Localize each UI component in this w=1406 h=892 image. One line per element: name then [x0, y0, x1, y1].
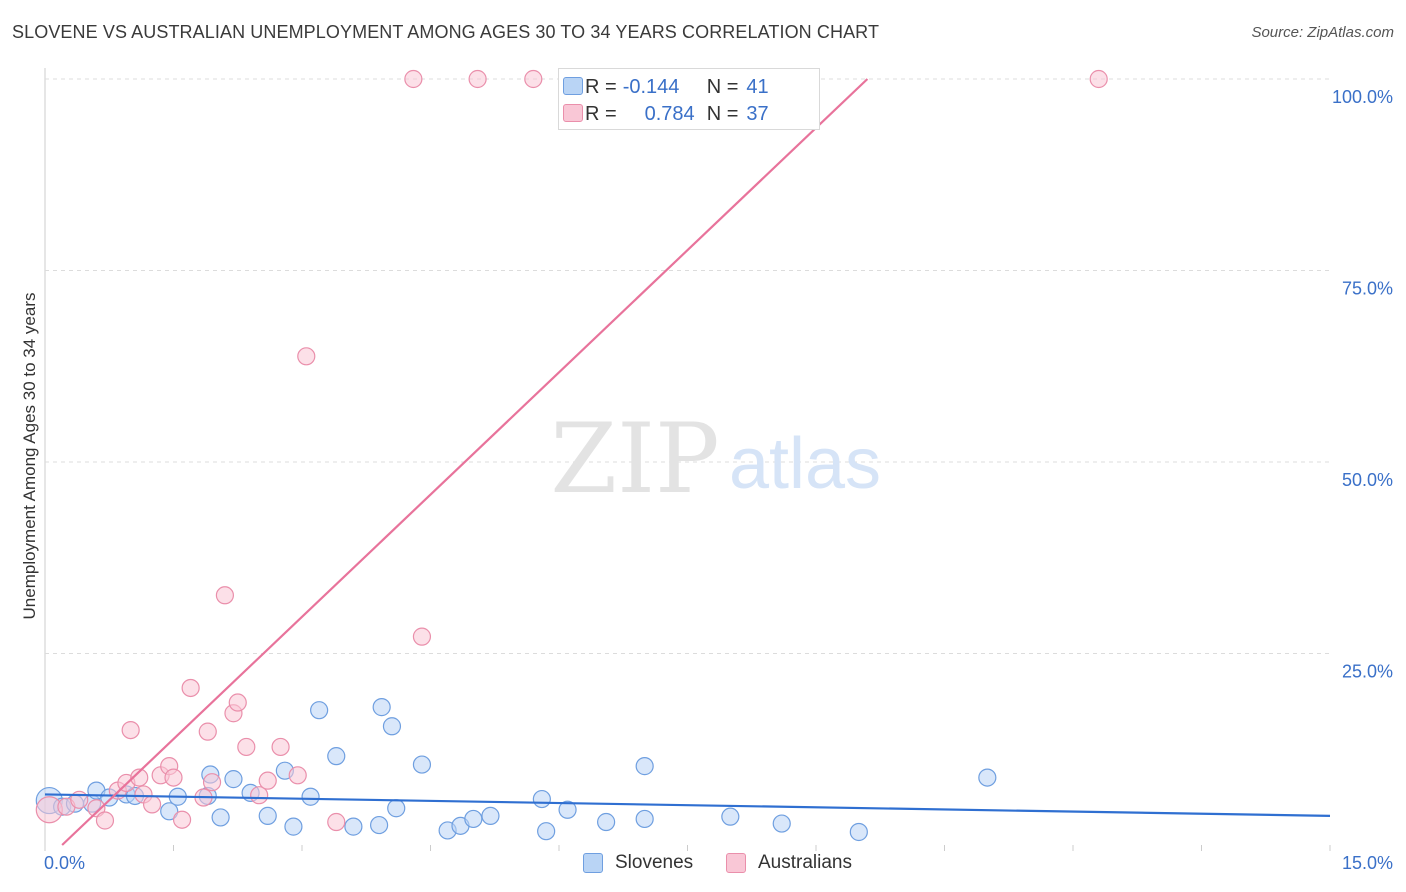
- point-australians: [130, 768, 149, 787]
- point-australians: [215, 586, 234, 605]
- point-slovenes: [387, 799, 406, 818]
- point-slovenes: [412, 755, 432, 774]
- bottom-legend-label-slovenes: Slovenes: [615, 852, 694, 873]
- point-slovenes: [224, 770, 243, 789]
- point-australians: [228, 693, 247, 712]
- point-australians: [412, 627, 432, 646]
- legend-r-value-australians: 0.784: [644, 102, 695, 125]
- point-slovenes: [558, 800, 577, 819]
- point-slovenes: [537, 822, 556, 841]
- point-australians: [237, 737, 256, 757]
- y-axis-label: Unemployment Among Ages 30 to 34 years: [20, 292, 39, 620]
- point-slovenes: [978, 768, 997, 787]
- legend-r-value-slovenes: -0.144: [622, 75, 680, 98]
- point-slovenes: [382, 717, 402, 736]
- source-credit: Source: ZipAtlas.com: [1251, 24, 1394, 41]
- legend-r-label: R =: [585, 75, 617, 98]
- point-slovenes: [284, 817, 303, 836]
- y-tick-label: 100.0%: [1332, 87, 1393, 107]
- legend-r-label: R =: [585, 102, 617, 125]
- point-slovenes: [635, 809, 654, 829]
- point-slovenes: [301, 787, 320, 806]
- legend-row-slovenes: R = -0.144 N = 41: [563, 74, 769, 100]
- point-australians: [164, 768, 183, 787]
- x-tick-label: 15.0%: [1342, 853, 1393, 873]
- watermark-zip: ZIP: [550, 403, 719, 515]
- point-australians: [297, 347, 316, 366]
- legend-box: R = -0.144 N = 41 R = 0.784 N = 37: [558, 68, 820, 130]
- legend-swatch-australians: [563, 104, 583, 122]
- point-slovenes: [597, 812, 616, 832]
- point-slovenes: [258, 806, 277, 825]
- point-australians: [172, 810, 192, 829]
- point-australians: [121, 720, 140, 740]
- legend-row-australians: R = 0.784 N = 37: [563, 101, 769, 127]
- chart-title: SLOVENE VS AUSTRALIAN UNEMPLOYMENT AMONG…: [12, 22, 880, 42]
- legend-n-label: N =: [706, 75, 739, 98]
- bottom-legend-swatch-slovenes: [583, 853, 603, 873]
- point-slovenes: [721, 807, 740, 826]
- legend-n-value-australians: 37: [746, 102, 769, 125]
- bottom-legend-label-australians: Australians: [758, 852, 852, 873]
- legend-n-value-slovenes: 41: [746, 75, 769, 98]
- point-australians: [524, 69, 543, 89]
- trendline-australians: [61, 78, 869, 846]
- point-australians: [181, 678, 200, 698]
- point-slovenes: [211, 808, 230, 827]
- bottom-legend-australians: Australians: [726, 850, 852, 876]
- point-slovenes: [160, 802, 179, 821]
- point-slovenes: [310, 701, 329, 720]
- point-australians: [258, 771, 277, 790]
- point-slovenes: [635, 757, 654, 776]
- watermark-atlas: atlas: [729, 424, 881, 504]
- point-slovenes: [344, 817, 363, 836]
- y-tick-label: 25.0%: [1342, 662, 1393, 682]
- legend-n-label: N =: [706, 102, 739, 125]
- y-tick-label: 50.0%: [1342, 470, 1393, 490]
- point-australians: [95, 811, 115, 830]
- bottom-legend-swatch-australians: [726, 853, 746, 873]
- point-slovenes: [370, 815, 389, 835]
- x-tick-label: 0.0%: [44, 853, 85, 873]
- point-slovenes: [327, 747, 346, 766]
- point-australians: [288, 766, 307, 785]
- point-australians: [202, 773, 222, 792]
- point-australians: [142, 795, 162, 814]
- y-tick-label: 75.0%: [1342, 279, 1393, 299]
- point-slovenes: [464, 809, 483, 829]
- point-slovenes: [532, 789, 551, 809]
- point-australians: [198, 722, 217, 741]
- point-slovenes: [849, 822, 868, 842]
- point-australians: [250, 786, 269, 805]
- point-australians: [271, 737, 290, 757]
- point-australians: [404, 69, 423, 89]
- legend-swatch-slovenes: [563, 77, 583, 95]
- trendline-slovenes: [44, 793, 1331, 817]
- point-slovenes: [372, 698, 391, 717]
- point-slovenes: [481, 806, 500, 825]
- bottom-legend-slovenes: Slovenes: [583, 850, 693, 876]
- point-australians: [468, 69, 487, 89]
- point-australians: [1089, 69, 1108, 89]
- point-australians: [327, 812, 346, 832]
- point-slovenes: [772, 814, 791, 833]
